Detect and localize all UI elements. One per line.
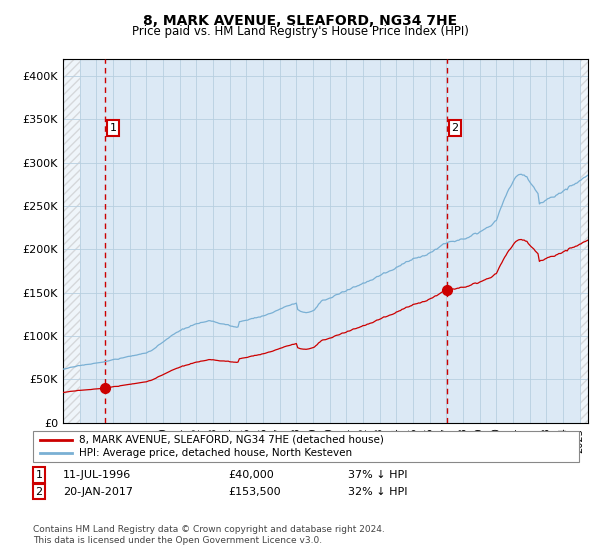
Text: Price paid vs. HM Land Registry's House Price Index (HPI): Price paid vs. HM Land Registry's House … xyxy=(131,25,469,38)
Text: 11-JUL-1996: 11-JUL-1996 xyxy=(63,470,131,480)
Text: HPI: Average price, detached house, North Kesteven: HPI: Average price, detached house, Nort… xyxy=(79,449,352,459)
Bar xyxy=(580,59,588,423)
Text: 8, MARK AVENUE, SLEAFORD, NG34 7HE (detached house): 8, MARK AVENUE, SLEAFORD, NG34 7HE (deta… xyxy=(79,435,384,445)
Text: 2: 2 xyxy=(35,487,43,497)
Text: Contains HM Land Registry data © Crown copyright and database right 2024.
This d: Contains HM Land Registry data © Crown c… xyxy=(33,525,385,545)
Text: 1: 1 xyxy=(109,123,116,133)
Text: £40,000: £40,000 xyxy=(228,470,274,480)
Text: 8, MARK AVENUE, SLEAFORD, NG34 7HE: 8, MARK AVENUE, SLEAFORD, NG34 7HE xyxy=(143,14,457,28)
Text: £153,500: £153,500 xyxy=(228,487,281,497)
Bar xyxy=(63,59,80,423)
Text: 32% ↓ HPI: 32% ↓ HPI xyxy=(348,487,407,497)
Text: 20-JAN-2017: 20-JAN-2017 xyxy=(63,487,133,497)
Text: 1: 1 xyxy=(35,470,43,480)
Text: 37% ↓ HPI: 37% ↓ HPI xyxy=(348,470,407,480)
Text: 2: 2 xyxy=(451,123,458,133)
